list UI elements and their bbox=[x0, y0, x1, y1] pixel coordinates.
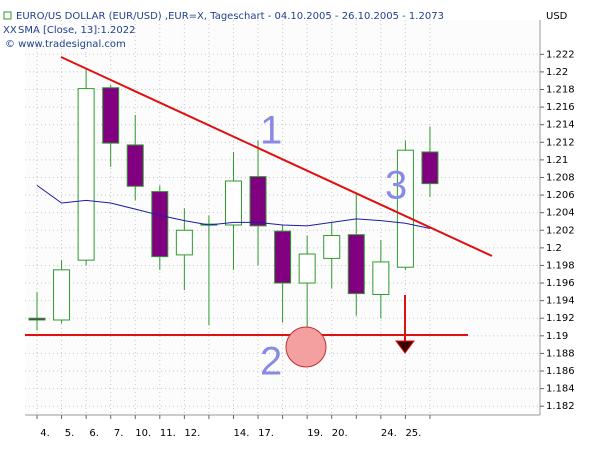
candle-body bbox=[274, 230, 292, 284]
legend-entry: SMA [Close, 13]:1.2022 bbox=[18, 25, 135, 36]
y-tick-label: 1.186 bbox=[546, 366, 575, 377]
x-tick-label: 5. bbox=[65, 428, 75, 439]
y-tick-label: 1.194 bbox=[546, 296, 575, 307]
candle-body bbox=[298, 253, 316, 284]
x-tick-label: 6. bbox=[89, 428, 99, 439]
x-tick-label: 17. bbox=[258, 428, 274, 439]
y-tick-label: 1.214 bbox=[546, 120, 575, 131]
x-tick-label: 12. bbox=[184, 428, 200, 439]
candle-body bbox=[77, 88, 95, 261]
x-tick-label: 24. bbox=[381, 428, 397, 439]
grid bbox=[25, 20, 544, 419]
y-tick-label: 1.184 bbox=[546, 384, 575, 395]
y-tick-label: 1.198 bbox=[546, 260, 575, 271]
y-tick-label: 1.19 bbox=[546, 331, 568, 342]
y-tick-label: 1.218 bbox=[546, 84, 575, 95]
arrow-head bbox=[395, 340, 415, 354]
x-tick-label: 20. bbox=[332, 428, 348, 439]
candle-body bbox=[28, 317, 46, 321]
y-tick-label: 1.222 bbox=[546, 49, 575, 60]
highlight-circle bbox=[285, 326, 327, 368]
candle-body bbox=[126, 144, 144, 187]
annotation: 1 bbox=[260, 109, 282, 153]
x-tick-label: 4. bbox=[40, 428, 50, 439]
y-tick-label: 1.204 bbox=[546, 208, 575, 219]
sma-line bbox=[36, 184, 431, 229]
legend-icon-text: XX bbox=[3, 25, 17, 36]
trend-line bbox=[60, 56, 493, 257]
y-tick-label: 1.188 bbox=[546, 348, 575, 359]
y-tick-label: 1.216 bbox=[546, 102, 575, 113]
candle-body bbox=[347, 234, 365, 295]
plot-area bbox=[25, 20, 540, 415]
x-tick-label: 10. bbox=[135, 428, 151, 439]
candle-body bbox=[323, 235, 341, 259]
legend-icon bbox=[3, 11, 12, 20]
y-tick-label: 1.182 bbox=[546, 401, 575, 412]
y-tick-label: 1.206 bbox=[546, 190, 575, 201]
candle-body bbox=[372, 261, 390, 295]
y-tick-label: 1.202 bbox=[546, 225, 575, 236]
candle-body bbox=[151, 191, 169, 258]
y-tick-label: 1.21 bbox=[546, 155, 568, 166]
y-tick-label: 1.196 bbox=[546, 278, 575, 289]
candle-body bbox=[53, 269, 71, 321]
candle-body bbox=[224, 180, 242, 226]
marks bbox=[28, 68, 439, 342]
x-tick-label: 19. bbox=[307, 428, 323, 439]
x-tick-label: 11. bbox=[160, 428, 176, 439]
candle-body bbox=[249, 176, 267, 227]
annotations: 1 2 3 bbox=[260, 109, 407, 384]
y-tick-label: 1.192 bbox=[546, 313, 575, 324]
x-tick-label: 14. bbox=[234, 428, 250, 439]
chart-title: EURO/US DOLLAR (EUR/USD) ,EUR=X, Tagesch… bbox=[16, 11, 444, 22]
y-axis-label: USD bbox=[546, 11, 568, 22]
candle-body bbox=[396, 149, 414, 268]
annotation: 2 bbox=[260, 340, 282, 384]
annotation: 3 bbox=[385, 164, 407, 208]
source: © www.tradesignal.com bbox=[5, 39, 126, 50]
candle-body bbox=[421, 151, 439, 185]
y-tick-label: 1.208 bbox=[546, 172, 575, 183]
y-tick-label: 1.2 bbox=[546, 243, 562, 254]
candle-body bbox=[175, 229, 193, 256]
y-tick-label: 1.22 bbox=[546, 67, 568, 78]
x-tick-label: 7. bbox=[114, 428, 124, 439]
y-tick-label: 1.212 bbox=[546, 137, 575, 148]
x-tick-label: 25. bbox=[405, 428, 421, 439]
candle-body bbox=[102, 87, 120, 144]
